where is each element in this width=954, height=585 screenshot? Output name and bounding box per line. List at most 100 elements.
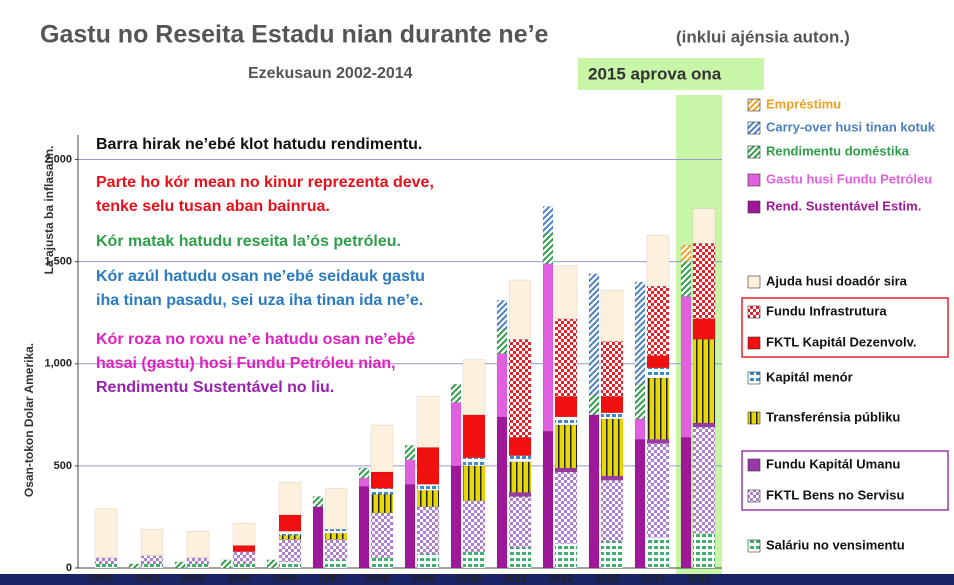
bar-segment <box>542 430 554 569</box>
bar-segment <box>508 279 532 340</box>
legend-swatch <box>747 336 761 350</box>
x-tick-label: 2015 <box>687 573 711 585</box>
annotation: Kór azúl hatudu osan ne’ebé seidauk gast… <box>96 268 425 285</box>
bar-segment <box>646 439 670 444</box>
x-tick-label: 2002 <box>89 573 113 585</box>
legend-label: FKTL Bens no Servisu <box>766 487 905 502</box>
annotation: iha tinan pasadu, sei uza iha tinan ida … <box>96 292 423 309</box>
y-axis-label: Osan-tokon Dolar Amerika. <box>22 343 36 497</box>
bar-segment <box>370 488 394 495</box>
bar-segment <box>554 471 578 544</box>
bar-segment <box>416 506 440 554</box>
bar-segment <box>554 543 578 569</box>
legend-label: FKTL Kapitál Dezenvolv. <box>766 334 917 349</box>
bar-segment <box>404 484 416 569</box>
y-tick-label: 1,000 <box>44 358 72 370</box>
legend-label: Fundu Kapitál Umanu <box>766 456 900 471</box>
legend-swatch <box>747 275 761 289</box>
legend-label: Rend. Sustentável Estim. <box>766 198 921 213</box>
x-tick-label: 2011 <box>503 573 527 585</box>
bar-segment <box>588 394 600 416</box>
legend-swatch <box>747 305 761 319</box>
bar-segment <box>508 338 532 438</box>
bar-segment <box>94 508 118 559</box>
y-tick-label: 2,000 <box>44 153 72 165</box>
bar-segment <box>692 338 716 424</box>
bar-segment <box>462 414 486 458</box>
bar-segment <box>554 424 578 469</box>
highlight-note: 2015 aprova ona <box>588 64 722 83</box>
bar-segment <box>692 243 716 320</box>
legend-swatch <box>747 145 761 159</box>
highlight-note-bg <box>578 58 764 90</box>
bar-segment <box>462 457 486 467</box>
x-tick-label: 2009 <box>411 573 435 585</box>
legend-label: Fundu Infrastrutura <box>766 303 887 318</box>
bar-segment <box>542 263 554 432</box>
legend-label: Kapitál menór <box>766 369 853 384</box>
legend-swatch <box>747 458 761 472</box>
chart-title: Gastu no Reseita Estadu nian durante ne’… <box>40 21 549 49</box>
bar-segment <box>588 414 600 569</box>
x-tick-label: 2012 <box>549 573 573 585</box>
bar-segment <box>404 445 416 460</box>
bar-segment <box>508 547 532 569</box>
bar-segment <box>450 383 462 403</box>
bar-segment <box>508 437 532 456</box>
bar-segment <box>278 514 302 532</box>
x-tick-label: 2007 <box>319 573 343 585</box>
bar-segment <box>94 563 118 569</box>
bar-segment <box>680 245 692 262</box>
legend-label: Transferénsia públiku <box>766 409 900 424</box>
bar-segment <box>140 563 164 569</box>
bar-segment <box>542 232 554 264</box>
x-tick-label: 2013 <box>595 573 619 585</box>
bar-segment <box>588 273 600 395</box>
bar-segment <box>680 296 692 438</box>
bar-segment <box>278 561 302 569</box>
bar-segment <box>94 557 118 565</box>
title-note: (inklui ajénsia auton.) <box>676 27 850 46</box>
legend-label: Gastu husi Fundu Petróleu <box>766 171 932 186</box>
y-tick-label: 500 <box>54 460 72 472</box>
bar-segment <box>232 522 256 546</box>
y-tick-label: 0 <box>66 562 72 574</box>
bar-segment <box>634 439 646 569</box>
bar-segment <box>462 359 486 416</box>
bar-segment <box>186 557 210 565</box>
bar-segment <box>140 555 164 565</box>
bar-segment <box>140 528 164 556</box>
bar-segment <box>324 528 348 534</box>
bar-segment <box>646 443 670 538</box>
legend-swatch <box>747 173 761 187</box>
bar-segment <box>496 300 508 330</box>
bar-segment <box>680 437 692 569</box>
bar-segment <box>634 281 646 385</box>
bar-segment <box>232 551 256 565</box>
bar-segment <box>370 494 394 514</box>
x-tick-label: 2014 <box>641 573 666 585</box>
annotation: Kór matak hatudu reseita la’ós petróleu. <box>96 233 401 250</box>
bar-segment <box>646 537 670 569</box>
bar-segment <box>312 506 324 569</box>
bar-segment <box>508 496 532 548</box>
bar-segment <box>600 341 624 397</box>
bar-segment <box>646 234 670 287</box>
x-tick-label: 2006 <box>273 573 297 585</box>
bar-segment <box>128 563 140 569</box>
x-tick-label: 2010 <box>457 573 481 585</box>
bar-segment <box>312 496 324 507</box>
bar-segment <box>324 559 348 569</box>
bottom-strip <box>0 574 954 585</box>
bar-segment <box>554 416 578 426</box>
bar-segment <box>278 530 302 536</box>
legend-label: Empréstimu <box>766 96 841 111</box>
legend-label: Ajuda husi doadór sira <box>766 273 908 288</box>
bar-segment <box>692 318 716 340</box>
bar-segment <box>266 559 278 569</box>
bar-segment <box>646 367 670 379</box>
bar-segment <box>174 561 186 569</box>
bar-segment <box>278 539 302 563</box>
annotation: Parte ho kór mean no kinur reprezenta de… <box>96 174 434 191</box>
